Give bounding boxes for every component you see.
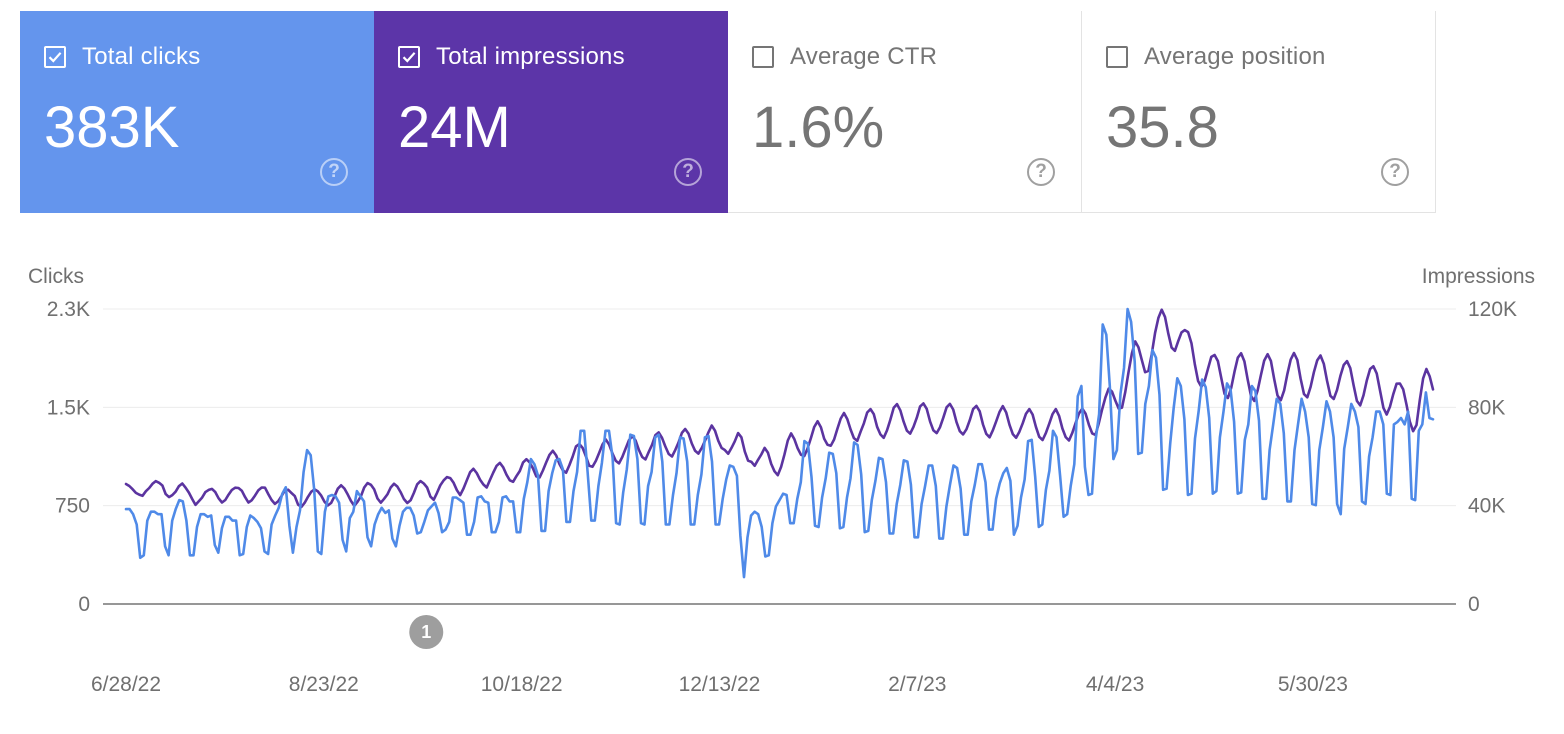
left-axis-title: Clicks [28, 265, 84, 288]
total-clicks-label: Total clicks [82, 43, 201, 70]
left-tick-label: 0 [78, 593, 90, 616]
right-tick-label: 120K [1468, 298, 1517, 321]
average-ctr-value: 1.6% [752, 95, 885, 160]
average-ctr-label: Average CTR [790, 43, 938, 70]
right-tick-label: 40K [1468, 495, 1505, 518]
annotation-marker[interactable] [409, 615, 444, 649]
x-tick-label: 4/4/23 [1086, 673, 1144, 696]
checkbox-checked-icon[interactable] [398, 46, 420, 68]
help-icon[interactable]: ? [320, 158, 348, 186]
average-position-label: Average position [1144, 43, 1326, 70]
annotation-marker-label: 1 [421, 622, 431, 642]
x-tick-label: 12/13/22 [679, 673, 761, 696]
average-ctr-card[interactable]: Average CTR 1.6% ? [728, 11, 1082, 213]
help-icon[interactable]: ? [674, 158, 702, 186]
left-tick-label: 1.5K [47, 396, 90, 419]
left-tick-label: 2.3K [47, 298, 90, 321]
annotation-layer: 1 [409, 615, 444, 649]
total-impressions-card[interactable]: Total impressions 24M ? [374, 11, 728, 213]
x-tick-label: 2/7/23 [888, 673, 946, 696]
left-tick-label: 750 [55, 495, 90, 518]
total-clicks-value: 383K [44, 95, 180, 160]
right-axis-title: Impressions [1422, 265, 1535, 288]
clicks-series-line [124, 307, 1435, 579]
average-position-card[interactable]: Average position 35.8 ? [1082, 11, 1436, 213]
x-tick-label: 8/23/22 [289, 673, 359, 696]
average-position-value: 35.8 [1106, 95, 1219, 160]
checkbox-checked-icon[interactable] [44, 46, 66, 68]
total-impressions-label: Total impressions [436, 43, 625, 70]
checkbox-unchecked-icon[interactable] [1106, 46, 1128, 68]
x-tick-label: 10/18/22 [481, 673, 563, 696]
x-tick-label: 6/28/22 [91, 673, 161, 696]
right-tick-label: 80K [1468, 396, 1505, 419]
total-impressions-value: 24M [398, 95, 511, 160]
right-tick-label: 0 [1468, 593, 1480, 616]
help-icon[interactable]: ? [1381, 158, 1409, 186]
total-clicks-card[interactable]: Total clicks 383K ? [20, 11, 374, 213]
help-icon[interactable]: ? [1027, 158, 1055, 186]
metric-cards: Total clicks 383K ? Total impressions 24… [20, 11, 1436, 213]
series-layer [124, 307, 1435, 579]
x-tick-label: 5/30/23 [1278, 673, 1348, 696]
impressions-series-line [124, 308, 1435, 509]
checkbox-unchecked-icon[interactable] [752, 46, 774, 68]
